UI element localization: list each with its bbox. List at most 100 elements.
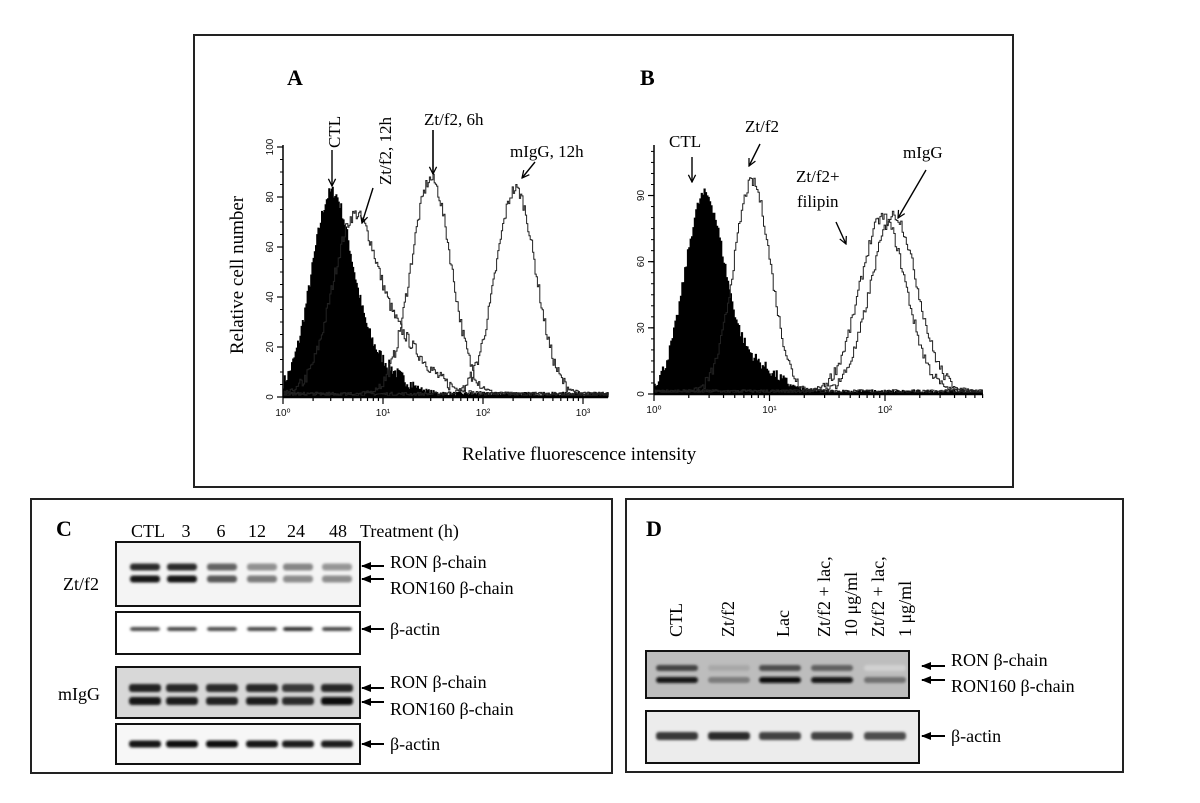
annotation-label: mIgG	[903, 143, 943, 162]
blot-band	[708, 732, 750, 740]
blot-band	[167, 627, 197, 631]
lane-label: CTL	[131, 521, 165, 541]
blot-band	[321, 697, 353, 705]
blot-band	[167, 575, 197, 583]
blot-membrane	[115, 611, 361, 655]
blot-band	[708, 677, 750, 683]
lane-label: CTL	[666, 603, 686, 637]
lane-label: Lac	[773, 610, 793, 637]
annotation-label: Zt/f2, 12h	[376, 117, 395, 185]
western-blot-d	[645, 650, 920, 764]
blot-band	[247, 563, 277, 571]
x-tick-label: 10⁰	[275, 408, 290, 419]
blot-band	[206, 684, 238, 692]
blot-band	[246, 684, 278, 692]
band-label: RON β-chain	[951, 650, 1048, 670]
panel-label-c: C	[56, 516, 72, 541]
x-tick-label: 10¹	[762, 405, 777, 416]
blot-band	[811, 677, 853, 683]
lane-label: 48	[329, 521, 347, 541]
x-tick-label: 10³	[576, 408, 591, 419]
lane-label: 6	[217, 521, 226, 541]
x-tick-label: 10²	[476, 408, 491, 419]
blot-band	[864, 677, 906, 683]
blot-band	[322, 627, 352, 631]
blot-band	[864, 732, 906, 740]
band-label: RON β-chain	[390, 672, 487, 692]
x-tick-label: 10¹	[376, 408, 391, 419]
x-axis-label: Relative fluorescence intensity	[462, 444, 697, 465]
y-tick-label: 100	[265, 138, 276, 155]
blot-band	[246, 697, 278, 705]
panel-label-d: D	[646, 516, 662, 541]
annotation-a-ztf2-12h: Zt/f2, 12h	[362, 117, 395, 223]
annotation-label: Zt/f2, 6h	[424, 110, 484, 129]
blot-band	[129, 740, 161, 748]
band-labels-d: RON β-chain RON160 β-chain β-actin	[921, 650, 1075, 746]
blot-band	[759, 677, 801, 683]
histogram-series-filled	[653, 188, 983, 395]
blot-band	[129, 684, 161, 692]
histogram-series-filled	[282, 186, 609, 398]
annotation-a-migg-12h: mIgG, 12h	[510, 142, 584, 178]
blot-band	[283, 627, 313, 631]
lane-labels-c: CTL 3 6 12 24 48 Treatment (h)	[131, 521, 459, 542]
blot-band	[166, 697, 198, 705]
annotation-a-ztf2-6h: Zt/f2, 6h	[424, 110, 484, 174]
blot-band	[207, 627, 237, 631]
band-label: RON β-chain	[390, 552, 487, 572]
blot-band	[207, 575, 237, 583]
panel-label-a: A	[287, 65, 303, 90]
lane-label: Zt/f2 + lac,	[868, 556, 888, 637]
panel-c-frame	[30, 498, 613, 774]
histogram-panel-a: 10⁰ 10¹ 10² 10³ 0 20 40 60 80 100	[265, 138, 609, 419]
western-blot-c	[115, 541, 361, 765]
blot-band	[708, 665, 750, 671]
band-label: RON160 β-chain	[951, 676, 1075, 696]
blot-band	[656, 732, 698, 740]
row-label-ztf2: Zt/f2	[63, 574, 99, 594]
panel-ab-frame	[193, 34, 1014, 488]
blot-band	[130, 575, 160, 583]
y-tick-label: 30	[636, 322, 647, 334]
x-tick-label: 10²	[878, 405, 893, 416]
arrow-icon	[522, 161, 536, 178]
blot-band	[656, 665, 698, 671]
y-tick-label: 0	[636, 391, 647, 397]
arrow-icon	[362, 187, 374, 223]
annotation-label: Zt/f2+	[796, 167, 840, 186]
lane-label: 10 μg/ml	[841, 572, 861, 637]
blot-band	[282, 740, 314, 748]
annotation-label: mIgG, 12h	[510, 142, 584, 161]
band-label: β-actin	[951, 726, 1001, 746]
blot-band	[656, 677, 698, 683]
annotation-b-ztf2: Zt/f2	[745, 117, 779, 166]
blot-band	[166, 740, 198, 748]
lane-label: 3	[182, 521, 191, 541]
blot-band	[206, 740, 238, 748]
blot-band	[130, 563, 160, 571]
blot-band	[321, 684, 353, 692]
y-tick-label: 60	[636, 256, 647, 268]
annotation-a-ctl: CTL	[325, 116, 344, 186]
lane-label: Zt/f2	[718, 601, 738, 637]
annotation-b-migg: mIgG	[898, 143, 943, 218]
blot-band	[247, 627, 277, 631]
blot-membrane	[115, 541, 361, 607]
lane-labels-d: CTL Zt/f2 Lac Zt/f2 + lac, 10 μg/ml Zt/f…	[666, 556, 915, 637]
y-tick-label: 60	[265, 241, 276, 253]
y-tick-label: 20	[265, 341, 276, 353]
band-label: RON160 β-chain	[390, 699, 514, 719]
blot-band	[282, 684, 314, 692]
blot-band	[811, 732, 853, 740]
lane-label: 24	[287, 521, 305, 541]
lane-label: Zt/f2 + lac,	[814, 556, 834, 637]
blot-band	[811, 665, 853, 671]
histogram-series-line	[653, 210, 983, 394]
y-tick-label: 90	[636, 190, 647, 202]
arrow-icon	[898, 169, 927, 218]
annotation-b-ctl: CTL	[669, 132, 701, 182]
blot-band	[247, 575, 277, 583]
annotation-label: CTL	[669, 132, 701, 151]
blot-membrane	[645, 650, 910, 699]
